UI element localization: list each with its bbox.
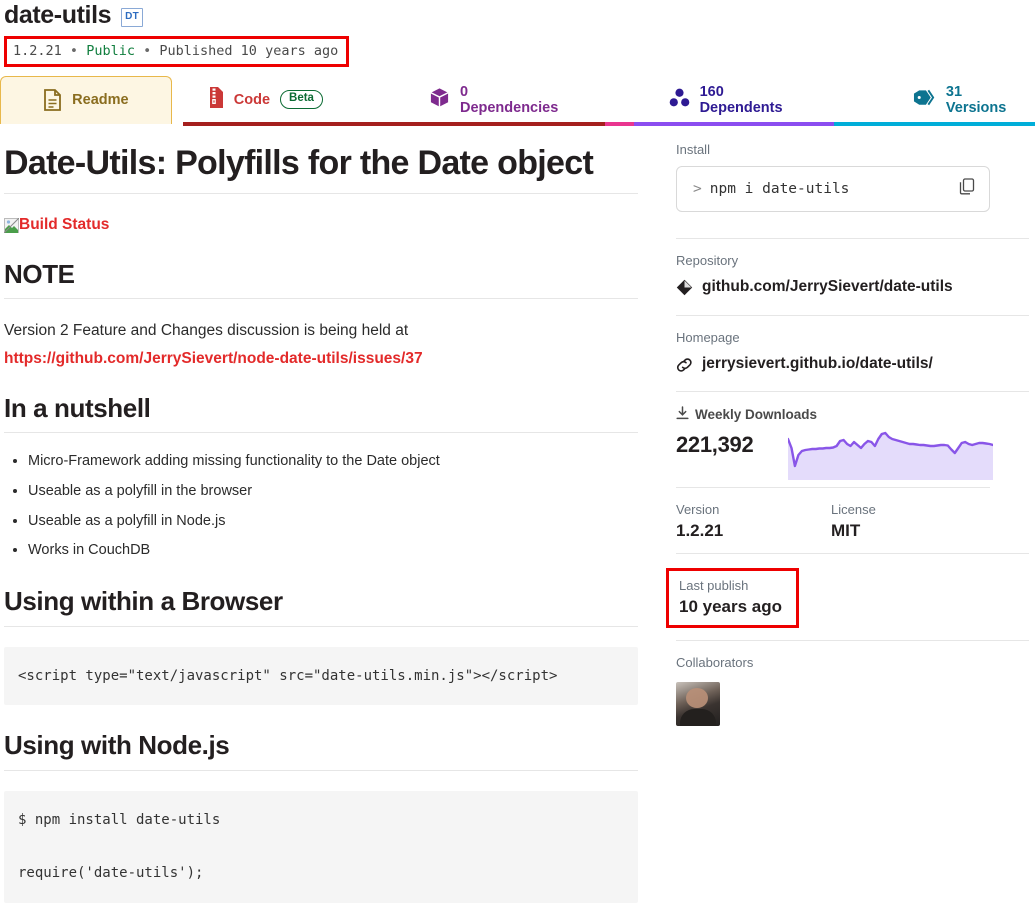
license-label: License bbox=[831, 501, 876, 517]
license-block: License MIT bbox=[831, 502, 986, 541]
repository-section: Repository github.com/JerrySievert/date-… bbox=[676, 253, 1029, 315]
underline-dependents bbox=[634, 121, 834, 126]
meta-separator-1: • bbox=[69, 42, 79, 59]
meta-separator-2: • bbox=[143, 42, 152, 59]
readme-heading-node: Using with Node.js bbox=[4, 730, 638, 772]
version-value: 1.2.21 bbox=[676, 520, 724, 540]
readme-feature-list: Micro-Framework adding missing functiona… bbox=[4, 451, 638, 560]
tab-code[interactable]: Code Beta bbox=[172, 76, 341, 124]
build-status-badge-link[interactable]: Build Status bbox=[3, 215, 638, 234]
collaborators-label: Collaborators bbox=[676, 654, 754, 670]
list-item: Micro-Framework adding missing functiona… bbox=[28, 451, 638, 472]
readme-title: Date-Utils: Polyfills for the Date objec… bbox=[4, 144, 638, 194]
weekly-downloads-label: Weekly Downloads bbox=[695, 406, 818, 422]
install-command-value: npm i date-utils bbox=[709, 180, 850, 197]
package-header: date-utils DT 1.2.21 • Public • Publishe… bbox=[0, 0, 1035, 67]
build-status-label: Build Status bbox=[19, 215, 110, 233]
readme-heading-browser: Using within a Browser bbox=[4, 586, 638, 627]
tab-versions-label: 31 Versions bbox=[945, 83, 1007, 116]
readme-content: Date-Utils: Polyfills for the Date objec… bbox=[0, 128, 660, 903]
homepage-link[interactable]: jerrysievert.github.io/date-utils/ bbox=[702, 354, 933, 372]
version-label: Version bbox=[676, 501, 720, 517]
package-meta-line: 1.2.21 • Public • Published 10 years ago bbox=[4, 35, 349, 67]
underline-versions bbox=[834, 121, 1035, 126]
tab-readme-label: Readme bbox=[72, 92, 129, 108]
divider-last-publish bbox=[676, 552, 1029, 554]
meta-version: 1.2.21 bbox=[13, 42, 62, 59]
page-body: Date-Utils: Polyfills for the Date objec… bbox=[0, 124, 1035, 903]
readme-heading-nutshell: In a nutshell bbox=[4, 393, 638, 434]
weekly-downloads-body: 221,392 bbox=[676, 428, 1029, 488]
license-value: MIT bbox=[831, 520, 861, 540]
repository-row[interactable]: github.com/JerrySievert/date-utils bbox=[676, 277, 1029, 299]
beta-badge: Beta bbox=[280, 90, 323, 109]
readme-issue-link[interactable]: https://github.com/JerrySievert/node-dat… bbox=[4, 349, 423, 367]
tab-versions[interactable]: 31 Versions bbox=[817, 76, 1035, 124]
published-date: Published 10 years ago bbox=[159, 42, 339, 59]
last-publish-highlight: Last publish 10 years ago bbox=[666, 567, 799, 628]
blocks-icon bbox=[669, 88, 690, 112]
homepage-label: Homepage bbox=[676, 329, 740, 345]
weekly-downloads-section: Weekly Downloads 221,392 bbox=[676, 405, 1029, 496]
underline-dependencies bbox=[605, 121, 634, 126]
list-item: Works in CouchDB bbox=[28, 540, 638, 561]
downloads-baseline bbox=[676, 486, 990, 488]
install-command-text: > npm i date-utils bbox=[693, 181, 849, 197]
weekly-downloads-count: 221,392 bbox=[676, 431, 754, 457]
last-publish-label: Last publish bbox=[679, 577, 749, 593]
underline-readme bbox=[0, 122, 183, 126]
document-icon bbox=[43, 89, 62, 111]
homepage-section: Homepage jerrysievert.github.io/date-uti… bbox=[676, 330, 1029, 391]
tab-bar: Readme Code Beta 0 Dependencies bbox=[0, 75, 1035, 126]
download-icon bbox=[676, 405, 689, 423]
code-block-browser: <script type="text/javascript" src="date… bbox=[4, 646, 638, 706]
last-publish-value: 10 years ago bbox=[679, 596, 783, 616]
page-title: date-utils bbox=[4, 1, 112, 29]
tab-dependencies-label: 0 Dependencies bbox=[459, 83, 559, 116]
install-label: Install bbox=[676, 141, 710, 157]
tab-dependencies[interactable]: 0 Dependencies bbox=[341, 76, 577, 124]
copy-icon[interactable] bbox=[959, 177, 975, 200]
avatar[interactable] bbox=[676, 681, 720, 726]
visibility-badge: Public bbox=[86, 42, 135, 59]
tab-dependents[interactable]: 160 Dependents bbox=[577, 76, 817, 124]
code-block-node: $ npm install date-utils require('date-u… bbox=[4, 791, 638, 903]
tab-code-label: Code bbox=[233, 91, 271, 108]
tab-underline-bar bbox=[0, 121, 1035, 126]
readme-heading-note: NOTE bbox=[4, 259, 638, 300]
divider-repository bbox=[676, 237, 1029, 239]
tab-readme[interactable]: Readme bbox=[0, 75, 172, 124]
tags-icon bbox=[913, 89, 936, 110]
divider-downloads bbox=[676, 390, 1029, 392]
downloads-sparkline-chart bbox=[788, 431, 993, 480]
version-block: Version 1.2.21 bbox=[676, 502, 831, 541]
package-sidebar: Install > npm i date-utils Repository bbox=[660, 128, 1035, 903]
collaborators-section: Collaborators bbox=[676, 655, 1029, 742]
underline-code bbox=[183, 121, 605, 126]
homepage-row[interactable]: jerrysievert.github.io/date-utils/ bbox=[676, 354, 1029, 375]
zip-file-icon bbox=[208, 87, 224, 112]
package-icon bbox=[429, 87, 450, 112]
install-command-box[interactable]: > npm i date-utils bbox=[676, 165, 990, 212]
repository-label: Repository bbox=[676, 252, 739, 268]
list-item: Useable as a polyfill in the browser bbox=[28, 481, 638, 502]
git-icon bbox=[676, 279, 693, 301]
last-publish-section: Last publish 10 years ago bbox=[666, 567, 1029, 640]
repository-link[interactable]: github.com/JerrySievert/date-utils bbox=[702, 277, 953, 295]
list-item: Useable as a polyfill in Node.js bbox=[28, 511, 638, 532]
package-title-row: date-utils DT bbox=[4, 1, 1035, 30]
divider-collaborators bbox=[676, 639, 1029, 641]
weekly-downloads-header: Weekly Downloads bbox=[676, 405, 1029, 423]
install-section: Install > npm i date-utils bbox=[676, 142, 1029, 228]
link-icon bbox=[676, 357, 693, 378]
version-license-grid: Version 1.2.21 License MIT bbox=[676, 502, 1029, 541]
prompt-caret: > bbox=[693, 180, 702, 197]
typescript-types-badge[interactable]: DT bbox=[121, 8, 144, 28]
divider-homepage bbox=[676, 314, 1029, 316]
tab-dependents-label: 160 Dependents bbox=[699, 83, 783, 116]
version-license-section: Version 1.2.21 License MIT bbox=[676, 496, 1029, 553]
readme-note-text: Version 2 Feature and Changes discussion… bbox=[4, 322, 409, 340]
broken-image-icon bbox=[3, 217, 20, 233]
